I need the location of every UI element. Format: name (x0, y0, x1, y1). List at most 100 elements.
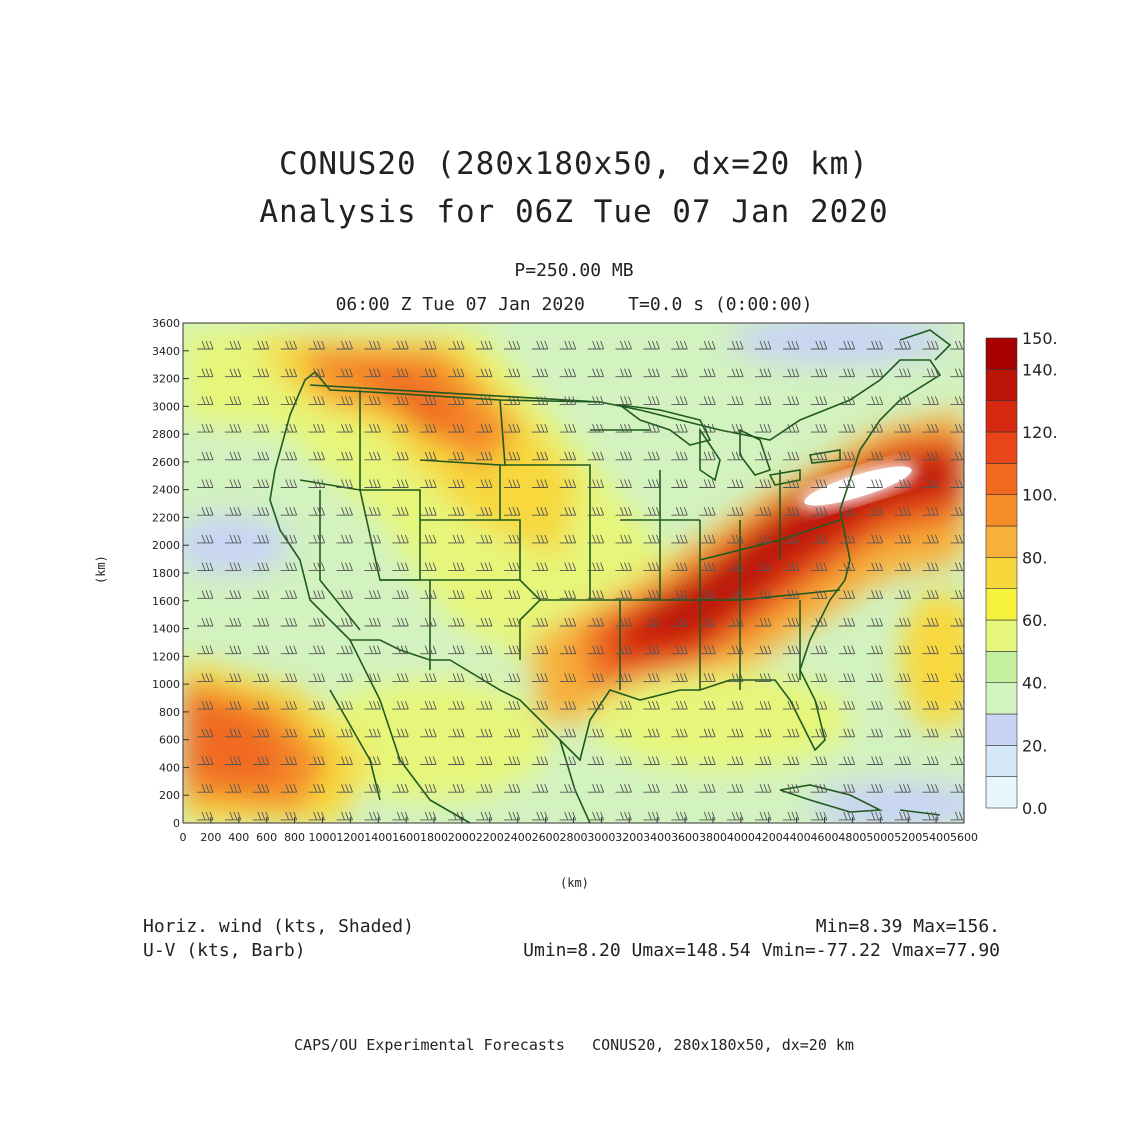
wind-barb (950, 728, 964, 738)
plot-title-line1: CONUS20 (280x180x50, dx=20 km) (279, 146, 869, 182)
wind-barb (699, 728, 716, 738)
wind-barb (308, 340, 326, 350)
x-tick-label: 3000 (587, 831, 615, 844)
x-tick-label: 800 (284, 831, 305, 844)
wind-barb (420, 423, 437, 433)
wind-barb (782, 590, 800, 599)
wind-barb (615, 562, 632, 572)
wind-barb (392, 700, 409, 710)
wind-barb (894, 617, 911, 627)
colorbar-label: 40. (1022, 674, 1047, 693)
y-tick-label: 800 (159, 706, 180, 719)
y-tick-label: 1200 (152, 650, 180, 663)
wind-barb (838, 562, 856, 572)
wind-barb (280, 368, 298, 378)
wind-barb (643, 784, 660, 793)
y-tick-label: 3400 (152, 345, 180, 358)
wind-barb (503, 728, 521, 738)
wind-barb (280, 590, 298, 599)
y-tick-label: 3600 (152, 317, 180, 330)
wind-barb (894, 534, 911, 544)
y-tick-label: 2400 (152, 484, 180, 497)
y-axis-label: (km) (94, 555, 108, 584)
wind-barb (364, 534, 381, 544)
wind-barb (922, 562, 939, 572)
wind-barb (838, 451, 856, 461)
wind-barb (838, 423, 856, 433)
wind-barb (727, 645, 744, 655)
wind-barb (866, 451, 884, 461)
wind-barb (699, 590, 716, 599)
wind-barb (587, 396, 605, 405)
x-tick-label: 2800 (560, 831, 588, 844)
wind-barb (531, 728, 549, 738)
wind-barb (671, 368, 688, 378)
wind-barb (364, 562, 381, 572)
wind-barb (727, 728, 744, 738)
wind-barb (950, 340, 964, 350)
wind-barb (420, 728, 437, 738)
wind-barb (531, 479, 549, 488)
wind-barb (280, 728, 298, 738)
wind-barb (448, 673, 465, 682)
wind-barb (392, 784, 409, 793)
wind-barb (308, 423, 326, 433)
wind-barb (727, 479, 744, 488)
wind-barb (336, 507, 353, 516)
wind-barb (671, 479, 688, 488)
wind-barb (922, 368, 939, 378)
wind-barb (364, 396, 381, 405)
wind-barb (197, 396, 214, 405)
wind-barb (420, 811, 437, 821)
wind-barb (810, 645, 828, 655)
wind-barb (866, 590, 884, 599)
wind-barb (643, 423, 660, 433)
wind-barb (866, 700, 884, 710)
wind-barb (531, 562, 549, 572)
wind-barb (420, 673, 437, 682)
x-tick-label: 0 (180, 831, 187, 844)
wind-barb (503, 811, 521, 821)
x-tick-label: 4800 (838, 831, 866, 844)
wind-barb (448, 700, 465, 710)
wind-barb (531, 645, 549, 655)
wind-barb (252, 368, 270, 378)
wind-barb (336, 396, 353, 405)
wind-barb (727, 811, 744, 821)
wind-barb (364, 340, 381, 350)
wind-barb (531, 700, 549, 710)
wind-barb (866, 645, 884, 655)
colorbar-label: 80. (1022, 548, 1047, 567)
wind-barb (671, 423, 688, 433)
wind-barb (922, 811, 939, 821)
y-tick-label: 2200 (152, 511, 180, 524)
wind-barb (699, 756, 716, 765)
wind-barb (559, 756, 577, 765)
wind-barb (420, 562, 437, 572)
x-tick-label: 400 (228, 831, 249, 844)
wind-barb (197, 479, 214, 488)
wind-barb (503, 507, 521, 516)
wind-barb (810, 728, 828, 738)
x-axis: 0 200 400 600 800 1000 1200 1400 1600 1800 2000 220… (180, 817, 978, 844)
wind-barb (503, 756, 521, 765)
wind-barb (727, 590, 744, 599)
wind-barb (950, 368, 964, 378)
wind-barb (252, 507, 270, 516)
wind-barb (503, 784, 521, 793)
wind-barb (810, 617, 828, 627)
wind-barb (448, 756, 465, 765)
wind-barb (224, 479, 242, 488)
wind-barb (922, 784, 939, 793)
wind-barb (950, 673, 964, 682)
wind-barb (810, 368, 828, 378)
y-tick-label: 400 (159, 761, 180, 774)
wind-barb (392, 534, 409, 544)
x-tick-label: 3400 (643, 831, 671, 844)
wind-barb (950, 617, 964, 627)
wind-barb (503, 617, 521, 627)
wind-barb (252, 756, 270, 765)
wind-barb (448, 507, 465, 516)
wind-barb (866, 617, 884, 627)
x-tick-label: 5600 (950, 831, 978, 844)
